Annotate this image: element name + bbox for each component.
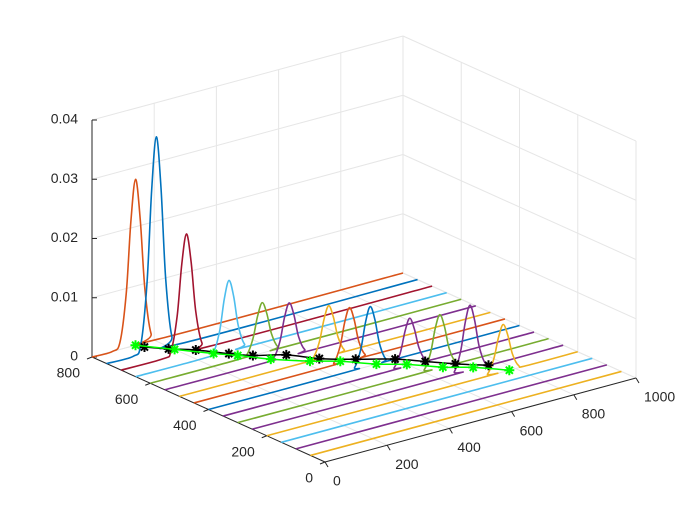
curve xyxy=(106,136,418,365)
grid-line xyxy=(91,94,404,180)
x-tick xyxy=(573,394,578,401)
grid-line xyxy=(402,35,637,142)
x-tick xyxy=(635,377,640,384)
curve xyxy=(91,178,404,358)
x-tick-label: 1000 xyxy=(644,389,675,405)
x-tick-label: 600 xyxy=(520,422,544,438)
track-marker xyxy=(265,354,276,365)
y-tick xyxy=(145,382,151,386)
track-marker xyxy=(130,340,141,351)
grid-line xyxy=(402,213,637,320)
x-axis xyxy=(324,377,637,463)
track-marker xyxy=(223,348,234,359)
track-marker xyxy=(450,358,461,369)
z-tick-label: 0 xyxy=(70,348,78,364)
x-tick xyxy=(386,444,391,451)
track-marker xyxy=(483,360,494,371)
track-marker xyxy=(139,342,150,352)
grid-line xyxy=(91,35,404,121)
track-marker xyxy=(335,356,346,367)
track-marker xyxy=(247,350,258,361)
curve xyxy=(281,357,593,444)
z-tick-label: 0.03 xyxy=(51,170,78,186)
x-tick xyxy=(511,411,516,417)
track-marker xyxy=(190,345,201,355)
track-marker xyxy=(420,356,431,367)
y-tick-label: 600 xyxy=(115,391,139,407)
curve xyxy=(310,370,622,457)
x-tick-label: 200 xyxy=(395,456,419,472)
curve xyxy=(150,298,462,385)
track-marker xyxy=(281,349,292,360)
track-marker xyxy=(305,356,315,367)
x-tick xyxy=(324,461,329,468)
y-tick-label: 400 xyxy=(173,417,197,433)
y-tick-label: 200 xyxy=(231,443,255,459)
y-tick xyxy=(203,409,209,412)
track-marker xyxy=(232,350,243,361)
z-tick-label: 0.02 xyxy=(51,229,78,245)
track-marker xyxy=(169,344,180,355)
x-tick xyxy=(448,428,453,434)
track-marker xyxy=(504,365,515,376)
curve xyxy=(208,305,520,411)
track-marker xyxy=(208,348,219,359)
z-tick-label: 0.04 xyxy=(51,111,78,127)
curve xyxy=(266,323,578,437)
x-tick-label: 800 xyxy=(582,406,606,422)
track-marker xyxy=(314,353,325,364)
curve xyxy=(295,364,608,450)
y-tick-label: 800 xyxy=(57,365,81,381)
y-tick xyxy=(86,356,93,360)
track-marker xyxy=(371,359,382,370)
track-marker xyxy=(437,362,448,373)
y-tick xyxy=(319,461,326,465)
grid-line xyxy=(402,94,637,201)
x-tick-label: 0 xyxy=(333,473,341,489)
z-tick-label: 0.01 xyxy=(51,288,78,304)
track-marker xyxy=(401,359,412,370)
y-tick xyxy=(261,435,267,439)
track-marker xyxy=(468,362,479,373)
track-marker xyxy=(350,354,361,365)
grid-line xyxy=(402,154,637,260)
track-marker xyxy=(390,354,401,365)
x-tick-label: 400 xyxy=(457,439,481,455)
grid-line xyxy=(91,154,404,239)
y-tick-label: 0 xyxy=(305,470,313,486)
curve xyxy=(120,233,433,371)
